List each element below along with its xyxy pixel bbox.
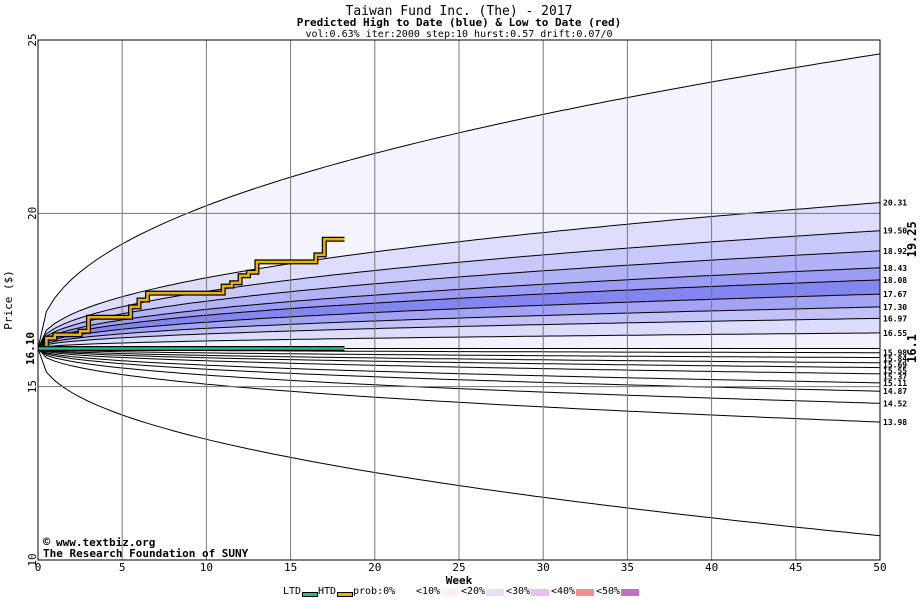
htd-line [38,238,345,350]
end-price-label: 15.11 [883,379,907,388]
y-tick-label: 15 [26,380,39,393]
end-price-label: 18.43 [883,264,907,273]
x-axis-label: Week [446,574,473,587]
legend-label: <10% [416,586,441,597]
x-tick-label: 25 [452,561,465,574]
x-tick-label: 40 [705,561,718,574]
x-tick-label: 45 [789,561,802,574]
series-lines [38,236,345,351]
high-band-2 [38,230,880,349]
legend-label: LTD [283,586,302,597]
x-tick-label: 30 [537,561,550,574]
end-price-label: 15.98 [883,349,907,358]
x-tick-label: 35 [621,561,634,574]
high-band-1 [38,202,880,349]
legend-swatch [576,589,594,596]
legend-label: <30% [506,586,531,597]
x-tick-label: 10 [200,561,213,574]
end-price-label: 17.30 [883,303,907,312]
legend-label: <20% [461,586,486,597]
legend: LTD HTD prob:0% <10% <20% <30% <40% <50% [0,586,920,600]
end-price-label: 15.69 [883,361,907,370]
high-band-3 [38,250,880,349]
end-price-label: 15.55 [883,367,907,376]
legend-swatch [396,589,414,596]
y-axis-label: Price ($) [2,270,15,330]
copyright-icon: © [43,535,51,549]
high-band-7 [38,306,880,349]
start-price-label: 16.10 [24,332,37,365]
end-price-label: 15.84 [883,355,907,364]
chart-subtitle: Predicted High to Date (blue) & Low to D… [297,16,622,29]
watermark-site: www.textbiz.org [56,536,155,549]
end-price-label: 18.08 [883,276,907,285]
legend-label: HTD [318,586,337,597]
grid-lines [38,40,880,560]
watermark-org: The Research Foundation of SUNY [43,547,249,560]
legend-label: <50% [596,586,621,597]
y-tick-labels: 10 15 20 25 [26,33,39,566]
legend-label: prob:0% [353,586,396,597]
legend-swatch [302,592,318,597]
plot-frame [37,39,881,561]
chart-title: Taiwan Fund Inc. (The) - 2017 [346,4,573,19]
legend-swatch [531,589,549,596]
x-tick-label: 20 [368,561,381,574]
end-price-labels: 20.31 19.50 18.92 18.43 18.08 17.67 17.30 16.97… [883,199,907,427]
end-price-label: 19.50 [883,227,907,236]
x-tick-label: 15 [284,561,297,574]
end-price-label: 18.92 [883,247,907,256]
legend-swatch [441,589,459,596]
high-to-date-label: 19.25 [905,221,919,257]
legend-swatch [486,589,504,596]
end-price-label: 14.87 [883,387,907,396]
legend-swatch [337,592,353,597]
y-tick-label: 20 [26,207,39,220]
chart-params: vol:0.63% iter:2000 step:10 hurst:0.57 d… [305,29,612,40]
x-tick-label: 50 [873,561,886,574]
legend-swatch [621,589,639,596]
end-price-label: 16.55 [883,329,907,338]
end-price-label: 16.97 [883,314,907,323]
high-band-5 [38,279,880,349]
legend-label: <40% [551,586,576,597]
x-tick-labels: 0 5 10 15 20 25 30 35 40 45 50 [35,561,887,574]
y-tick-label: 10 [26,553,39,566]
x-tick-label: 0 [35,561,42,574]
end-price-label: 20.31 [883,199,907,208]
high-band-6 [38,294,880,349]
y-tick-label: 25 [26,33,39,46]
end-price-label: 13.98 [883,418,907,427]
end-price-label: 14.52 [883,399,907,408]
low-to-date-label: 16.1 [905,334,919,363]
x-tick-label: 5 [119,561,126,574]
end-price-label: 15.37 [883,373,907,382]
end-price-label: 17.67 [883,290,907,299]
